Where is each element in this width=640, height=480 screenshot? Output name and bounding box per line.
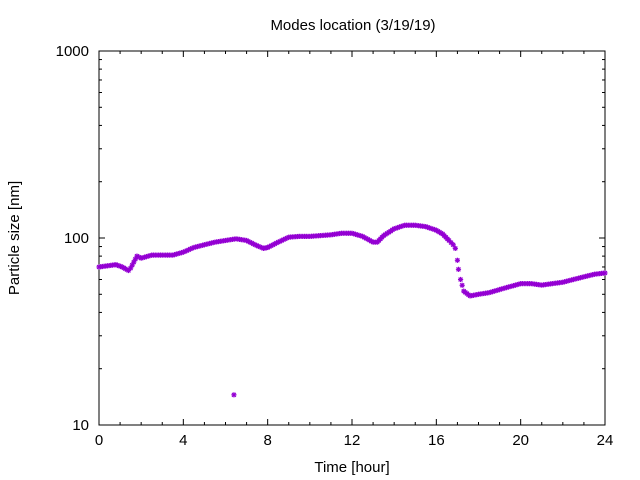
x-tick-label: 8 [263, 432, 271, 449]
x-tick-label: 4 [179, 432, 187, 449]
plot-area-border [98, 50, 606, 426]
x-tick-label: 24 [597, 432, 614, 449]
x-tick-label: 0 [95, 432, 103, 449]
data-point [457, 276, 464, 283]
y-tick-label: 1000 [56, 43, 89, 60]
x-axis: 0 4 8 12 16 20 24 [95, 51, 614, 449]
x-axis-label: Time [hour] [314, 459, 389, 476]
y-tick-label: 10 [72, 417, 89, 434]
data-point [231, 392, 237, 398]
chart-title: Modes location (3/19/19) [270, 17, 435, 34]
data-point [450, 242, 456, 248]
x-tick-label: 16 [428, 432, 445, 449]
x-tick-label: 12 [344, 432, 361, 449]
data-point [454, 257, 461, 263]
y-tick-label: 100 [64, 230, 89, 247]
data-point [459, 282, 465, 288]
data-point [602, 270, 608, 276]
y-axis-label: Particle size [nm] [6, 181, 23, 295]
x-tick-label: 20 [512, 432, 529, 449]
data-points [96, 222, 608, 398]
y-axis: 10 100 1000 [56, 43, 605, 434]
data-point [452, 245, 458, 251]
data-point [455, 266, 462, 272]
